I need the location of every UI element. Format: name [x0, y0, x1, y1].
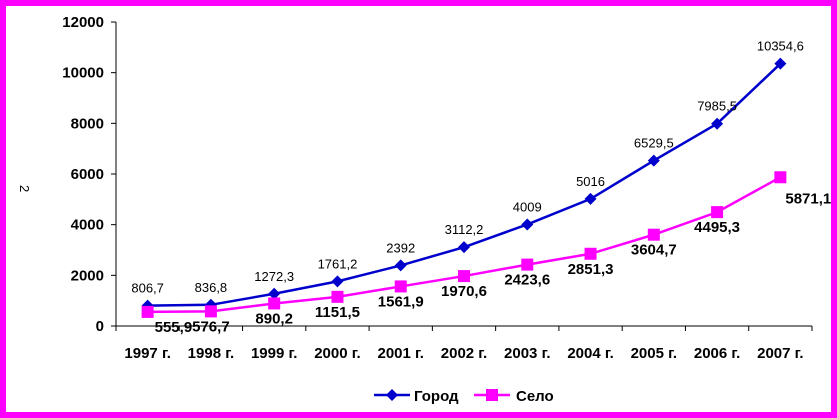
- data-label: 836,8: [195, 280, 228, 295]
- data-label: 4495,3: [694, 219, 740, 236]
- data-label: 576,7: [192, 318, 230, 335]
- data-point: [584, 247, 597, 260]
- data-point: [394, 259, 407, 272]
- series-selo: 555,9 576,7 890,2 1151,5 1561,9 1970,6 2423,6 2…: [141, 171, 831, 336]
- y-tick-label: 0: [96, 318, 104, 335]
- data-label: 1151,5: [315, 304, 360, 321]
- data-point: [521, 218, 534, 231]
- y-tick-label: 4000: [71, 217, 104, 234]
- legend-marker-selo: [486, 389, 498, 401]
- data-label: 5016: [576, 174, 605, 189]
- data-point: [647, 154, 660, 167]
- data-point: [774, 57, 787, 70]
- data-label: 806,7: [131, 281, 164, 296]
- x-tick-label: 2000 г.: [314, 345, 360, 362]
- legend: Город Село: [374, 388, 554, 405]
- x-tick-label: 1999 г.: [251, 345, 297, 362]
- data-label: 4009: [513, 199, 542, 214]
- data-label: 3112,2: [445, 222, 484, 237]
- data-point: [331, 290, 344, 303]
- data-label: 3604,7: [631, 242, 677, 259]
- y-tick-label: 12000: [62, 14, 104, 31]
- x-tick-label: 2002 г.: [441, 345, 487, 362]
- series-layer: 806,7 836,8 1272,3 1761,2 2392 3112,2 4009 5016…: [131, 39, 831, 336]
- y-tick-label: 2000: [71, 267, 104, 284]
- data-label: 555,9: [155, 319, 193, 336]
- data-point: [331, 275, 344, 288]
- x-tick-label: 2004 г.: [567, 345, 613, 362]
- x-tick-label: 2001 г.: [378, 345, 424, 362]
- data-label: 10354,6: [757, 39, 804, 54]
- data-label: 1761,2: [318, 256, 358, 271]
- data-label: 7985,5: [697, 99, 737, 114]
- data-label: 2851,3: [568, 261, 614, 278]
- data-point: [458, 241, 470, 254]
- data-label: 2392: [386, 240, 415, 255]
- data-point: [711, 117, 724, 130]
- series-gorod: 806,7 836,8 1272,3 1761,2 2392 3112,2 4009 5016…: [131, 39, 804, 312]
- legend-marker-gorod: [386, 389, 398, 401]
- x-tick-label: 2006 г.: [694, 345, 740, 362]
- data-point: [268, 297, 281, 310]
- data-point: [204, 305, 217, 318]
- data-point: [141, 305, 154, 318]
- data-point: [394, 280, 407, 293]
- data-point: [268, 287, 281, 300]
- x-tick-label: 2003 г.: [504, 345, 550, 362]
- data-label: 6529,5: [634, 136, 674, 151]
- data-point: [521, 258, 534, 271]
- x-ticks: 1997 г. 1998 г. 1999 г. 2000 г. 2001 г. 2002 …: [115, 326, 813, 362]
- data-point: [647, 228, 660, 241]
- data-point: [458, 270, 470, 283]
- data-label: 2423,6: [504, 272, 550, 289]
- legend-label-gorod: Город: [414, 388, 459, 405]
- data-point: [774, 171, 787, 184]
- y-tick-label: 6000: [71, 166, 104, 183]
- y-tick-label: 8000: [71, 115, 104, 132]
- data-label: 890,2: [255, 310, 293, 327]
- y-axis-label: 2: [17, 185, 32, 192]
- series-line: [147, 62, 782, 307]
- legend-label-selo: Село: [516, 388, 554, 405]
- data-label: 5871,1: [785, 190, 831, 207]
- data-point: [584, 192, 597, 205]
- x-tick-label: 1998 г.: [188, 345, 234, 362]
- x-tick-label: 2005 г.: [631, 345, 677, 362]
- data-label: 1561,9: [378, 293, 424, 310]
- y-ticks: 0 2000 4000 6000 8000 10000 12000: [62, 14, 116, 335]
- data-label: 1970,6: [441, 283, 487, 300]
- data-point: [711, 206, 724, 219]
- data-label: 1272,3: [254, 269, 294, 284]
- x-tick-label: 1997 г.: [124, 345, 170, 362]
- y-tick-label: 10000: [62, 65, 104, 82]
- x-tick-label: 2007 г.: [757, 345, 803, 362]
